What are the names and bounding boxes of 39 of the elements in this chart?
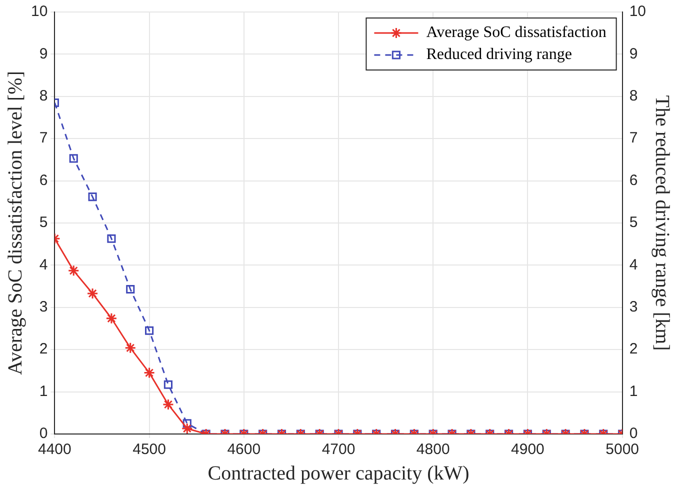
x-tick-label: 4800 <box>416 441 450 458</box>
x-tick-label: 4600 <box>227 441 261 458</box>
point <box>107 234 116 243</box>
legend-label: Reduced driving range <box>426 46 572 64</box>
y2-tick-label: 1 <box>629 382 638 400</box>
y2-tick-label: 3 <box>629 298 638 316</box>
y2-tick-label: 10 <box>629 3 646 20</box>
y-tick-label: 0 <box>39 425 48 442</box>
point <box>69 154 78 163</box>
y2-tick-label: 7 <box>629 130 638 147</box>
y-tick-label: 5 <box>39 214 48 232</box>
x-tick-label: 4700 <box>322 441 356 458</box>
x-axis-title: Contracted power capacity (kW) <box>208 462 470 484</box>
y-tick-label: 2 <box>39 340 48 358</box>
y-tick-label: 9 <box>39 45 48 62</box>
y2-tick-label: 2 <box>629 340 638 358</box>
x-tick-label: 5000 <box>606 441 640 458</box>
y-tick-label: 8 <box>39 88 48 105</box>
y2-tick-label: 0 <box>629 425 638 442</box>
x-tick-label: 4400 <box>38 441 72 458</box>
y2-tick-label: 8 <box>629 88 638 105</box>
y-tick-label: 3 <box>39 298 48 316</box>
y2-tick-label: 4 <box>629 256 638 274</box>
point <box>126 284 135 294</box>
x-tick-label: 4500 <box>132 441 166 458</box>
y-axis-title: Average SoC dissatisfaction level [%] <box>4 71 26 375</box>
y-tick-label: 7 <box>39 130 48 147</box>
y-tick-label: 6 <box>39 172 48 189</box>
y-tick-label: 1 <box>39 382 48 400</box>
y-tick-label: 10 <box>30 3 48 20</box>
y-tick-label: 4 <box>39 256 48 274</box>
y2-axis-title: The reduced driving range [km] <box>650 95 673 351</box>
y2-tick-label: 9 <box>629 45 638 62</box>
x-tick-label: 4900 <box>511 441 544 458</box>
point <box>88 192 97 202</box>
point <box>145 326 154 335</box>
y2-tick-label: 5 <box>629 214 638 232</box>
legend-label: Average SoC dissatisfaction <box>426 24 606 42</box>
y2-tick-label: 6 <box>629 172 638 189</box>
